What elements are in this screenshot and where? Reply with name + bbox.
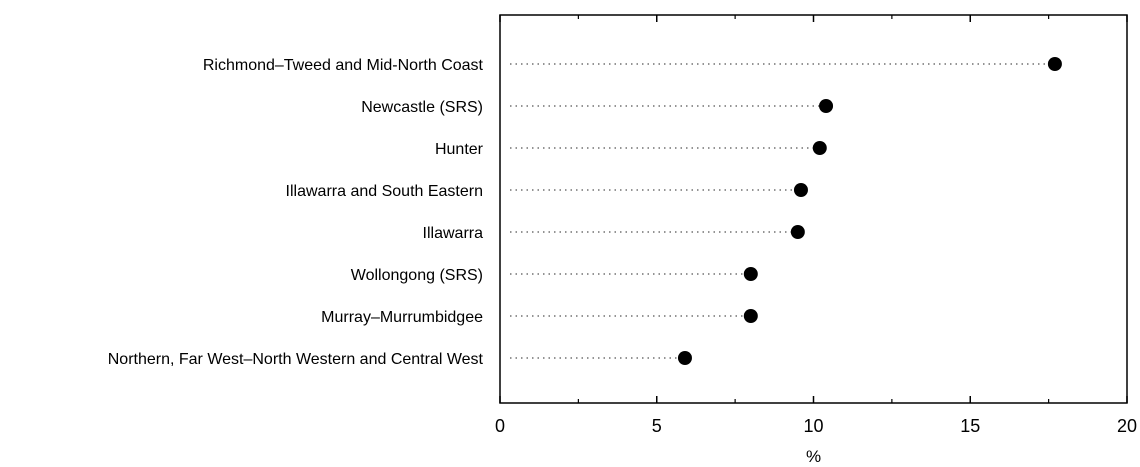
data-point bbox=[743, 267, 758, 281]
category-label: Murray–Murrumbidgee bbox=[321, 309, 483, 326]
category-label: Newcastle (SRS) bbox=[361, 99, 483, 116]
category-label: Hunter bbox=[435, 141, 484, 158]
data-point bbox=[743, 309, 758, 323]
category-label: Illawarra bbox=[423, 225, 484, 242]
leader-lines bbox=[510, 63, 1049, 359]
data-point bbox=[677, 351, 692, 365]
x-axis-title: % bbox=[806, 447, 821, 466]
x-tick-label: 15 bbox=[960, 416, 980, 436]
x-axis: 0 5 10 15 20 bbox=[495, 15, 1137, 436]
plot-border bbox=[499, 14, 1128, 404]
category-label: Illawarra and South Eastern bbox=[286, 183, 483, 200]
x-tick-label: 5 bbox=[652, 416, 662, 436]
category-label: Richmond–Tweed and Mid-North Coast bbox=[203, 57, 484, 74]
data-points bbox=[677, 57, 1062, 365]
x-tick-label: 10 bbox=[803, 416, 823, 436]
x-tick-label: 0 bbox=[495, 416, 505, 436]
x-tick-label: 20 bbox=[1117, 416, 1137, 436]
data-point bbox=[1047, 57, 1062, 71]
data-point bbox=[790, 225, 805, 239]
data-point bbox=[819, 99, 834, 113]
category-labels: Richmond–Tweed and Mid-North Coast Newcas… bbox=[108, 57, 484, 368]
category-label: Wollongong (SRS) bbox=[351, 267, 483, 284]
data-point bbox=[812, 141, 827, 155]
data-point bbox=[793, 183, 808, 197]
category-label: Northern, Far West–North Western and Cen… bbox=[108, 351, 484, 368]
plot-frame bbox=[499, 14, 1128, 404]
